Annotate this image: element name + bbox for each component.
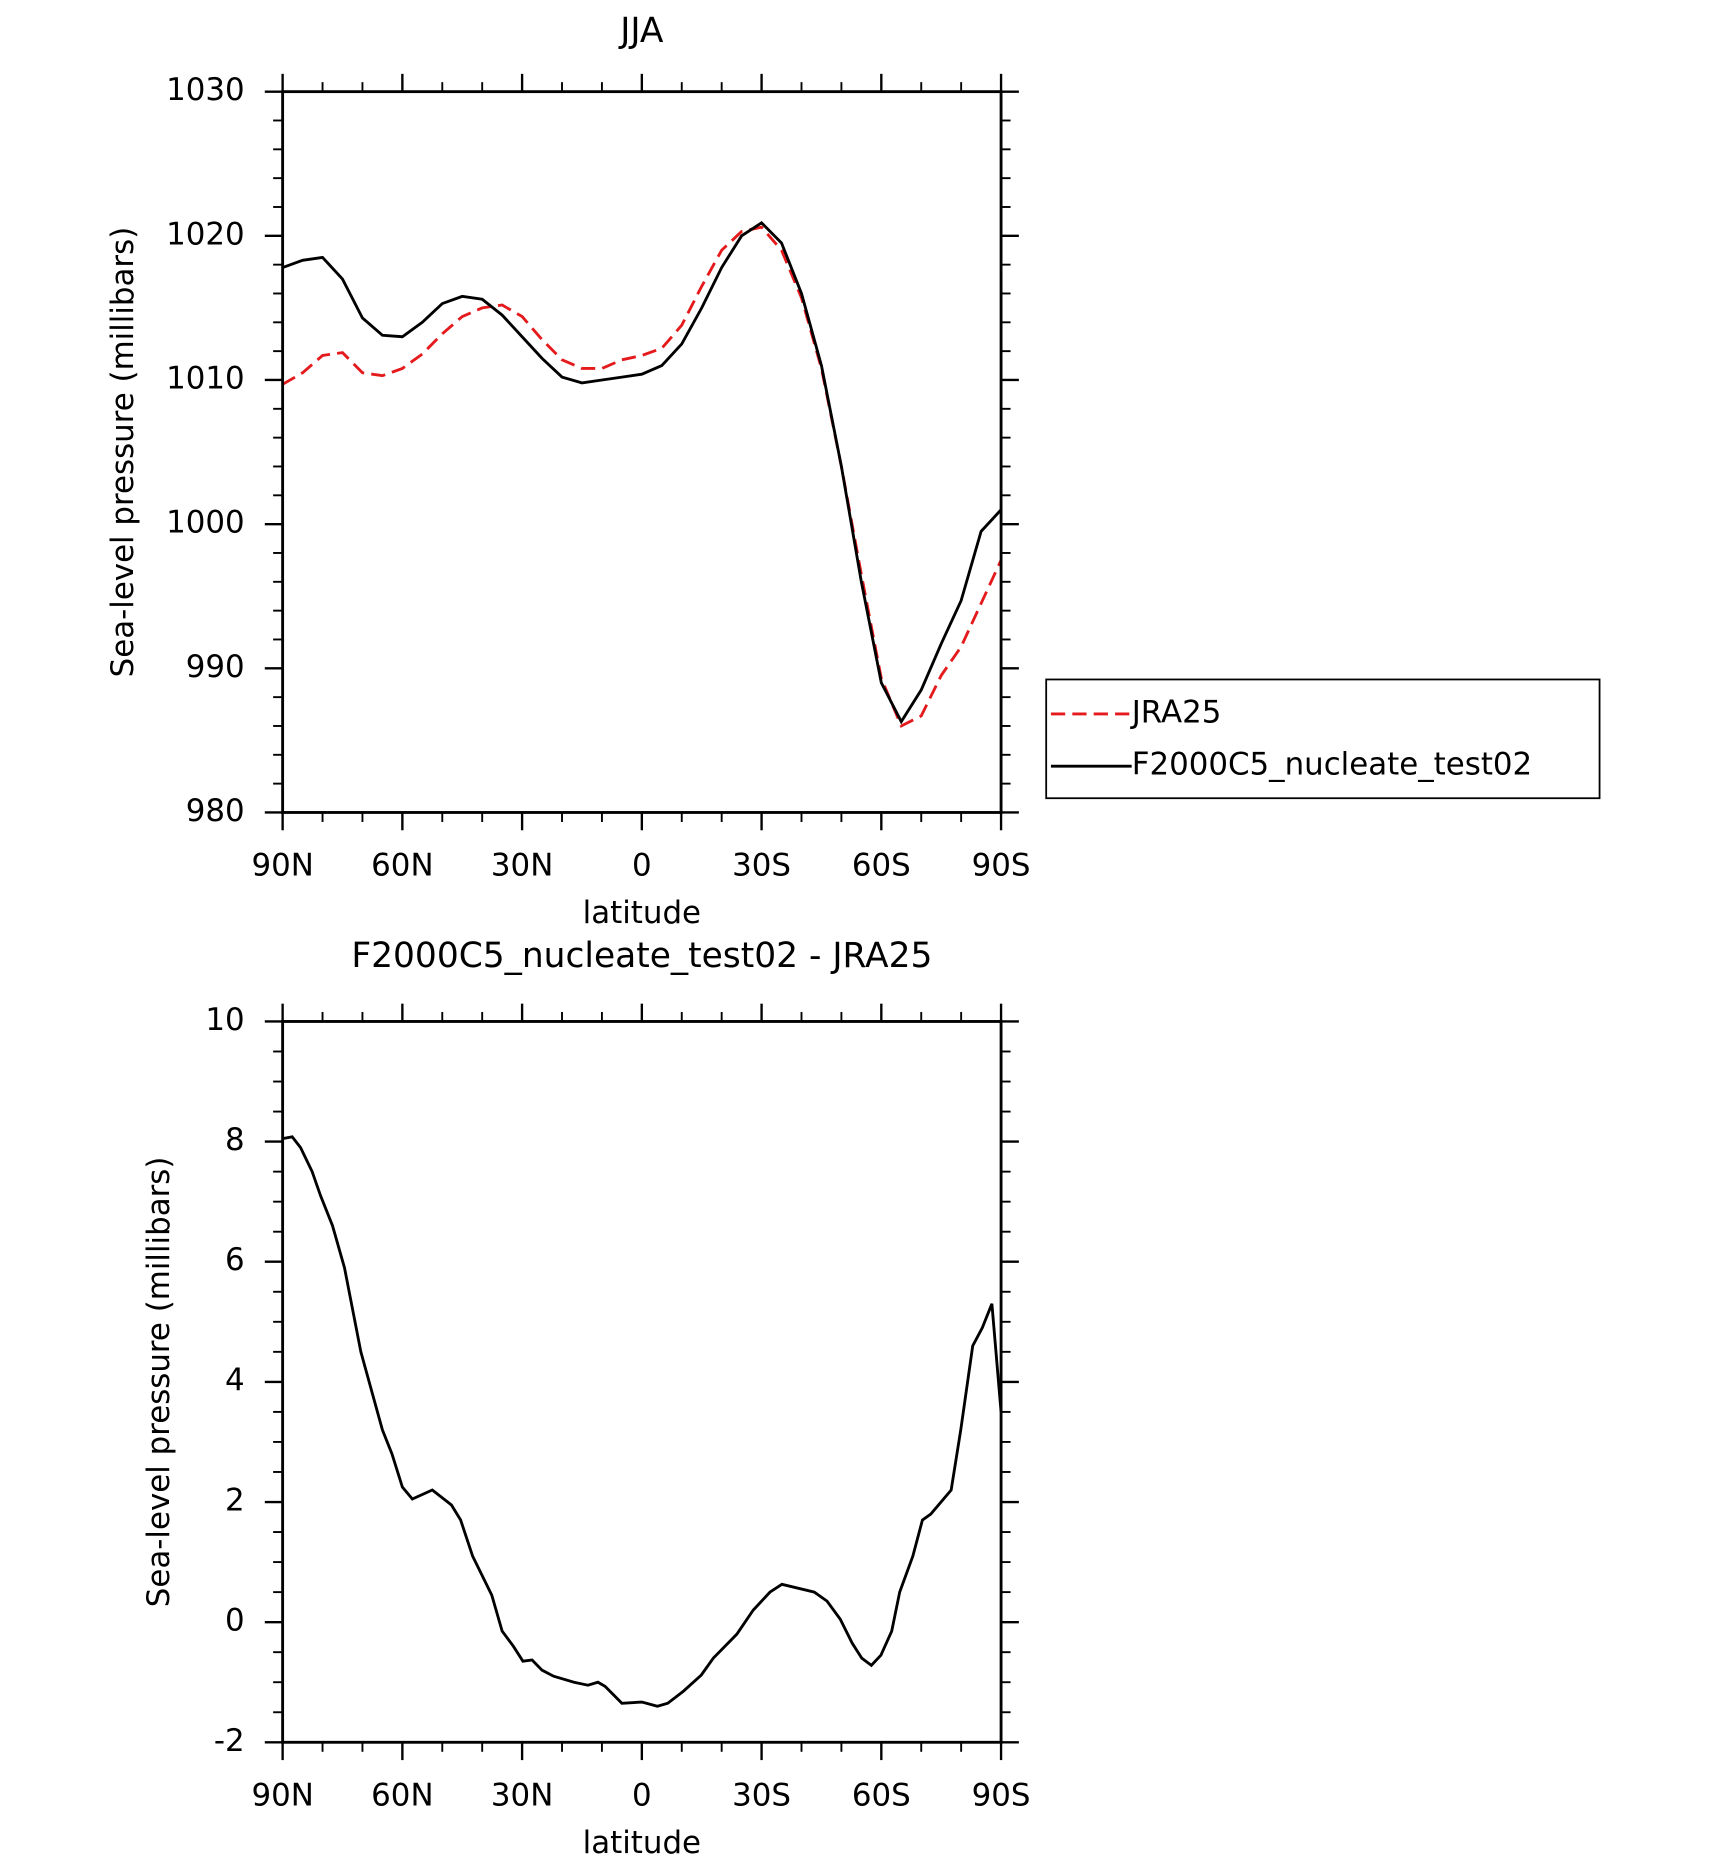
legend-box — [1045, 678, 1601, 800]
y-axis-label: Sea-level pressure (millibars) — [141, 1157, 177, 1608]
y-tick-label: 1030 — [166, 72, 245, 108]
x-tick-label: 90N — [251, 848, 313, 884]
y-tick-label: 8 — [225, 1122, 245, 1158]
legend-label: F2000C5_nucleate_test02 — [1132, 747, 1533, 783]
x-tick-label: 60N — [371, 848, 433, 884]
data-line — [282, 1135, 1003, 1708]
x-tick-label: 30N — [491, 848, 553, 884]
y-tick-label: 6 — [225, 1242, 245, 1278]
data-line — [281, 225, 1003, 728]
x-tick-label: 60N — [371, 1777, 433, 1813]
y-tick-label: 990 — [186, 649, 245, 685]
x-axis-label: latitude — [583, 1825, 701, 1861]
x-tick-label: 60S — [852, 1777, 911, 1813]
x-tick-label: 30S — [732, 1777, 791, 1813]
chart-title: F2000C5_nucleate_test02 - JRA25 — [351, 936, 932, 976]
x-axis-label: latitude — [583, 895, 701, 931]
x-tick-label: 0 — [632, 848, 652, 884]
y-axis-label: Sea-level pressure (millibars) — [105, 227, 141, 678]
y-tick-label: 1000 — [166, 505, 245, 541]
plot-frame — [281, 1020, 1003, 1744]
x-tick-label: 90N — [251, 1777, 313, 1813]
x-tick-label: 60S — [852, 848, 911, 884]
y-tick-label: 1010 — [166, 360, 245, 396]
x-tick-label: 30N — [491, 1777, 553, 1813]
y-tick-label: -2 — [214, 1723, 245, 1759]
x-tick-label: 0 — [632, 1777, 652, 1813]
y-tick-label: 2 — [225, 1483, 245, 1519]
y-tick-label: 10 — [205, 1002, 244, 1038]
y-tick-label: 980 — [186, 793, 245, 829]
y-tick-label: 4 — [225, 1362, 245, 1398]
y-tick-label: 0 — [225, 1603, 245, 1639]
legend-label: JRA25 — [1130, 694, 1222, 730]
x-tick-label: 30S — [732, 848, 791, 884]
y-tick-label: 1020 — [166, 216, 245, 252]
data-line — [282, 221, 1003, 725]
chart-title: JJA — [618, 11, 664, 51]
x-tick-label: 90S — [972, 848, 1031, 884]
x-tick-label: 90S — [972, 1777, 1031, 1813]
